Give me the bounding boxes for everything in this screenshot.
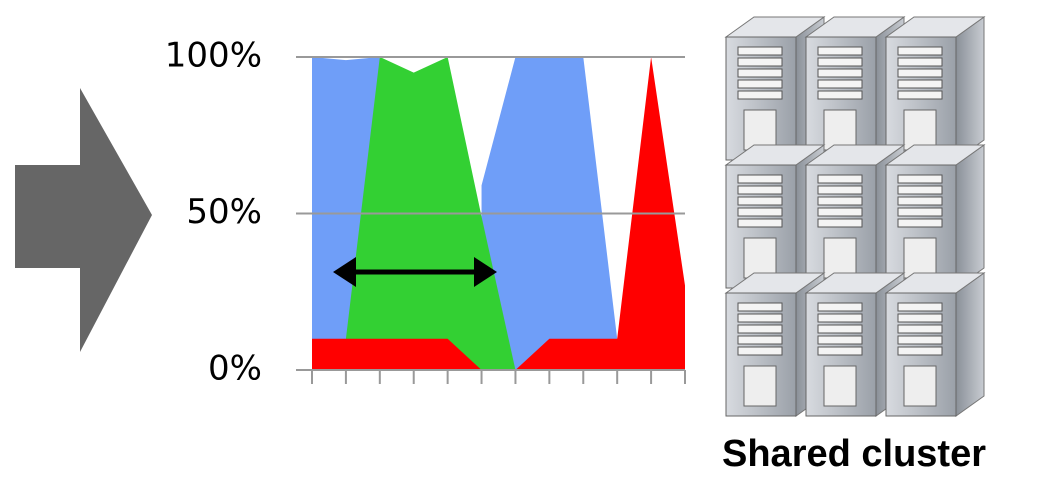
server-bay (898, 175, 942, 183)
server-bay (818, 47, 862, 55)
big-arrow (15, 88, 152, 352)
plot: 0% 50% 100% (165, 36, 685, 389)
server-bay (738, 175, 782, 183)
y-tick-label: 50% (186, 192, 262, 232)
server-bay (898, 91, 942, 99)
server-vent (904, 110, 936, 150)
server-vent (824, 366, 856, 406)
server-bay (898, 336, 942, 344)
server-bay (898, 197, 942, 205)
server-vent (824, 238, 856, 278)
server-bay (898, 347, 942, 355)
server-bay (898, 80, 942, 88)
server-bay (738, 186, 782, 194)
server-bay (818, 219, 862, 227)
server-bay (898, 219, 942, 227)
slide: 0% 50% 100% Shared cluster (0, 0, 1046, 481)
server-bay (738, 91, 782, 99)
server-vent (904, 366, 936, 406)
server-side (956, 273, 984, 416)
server-bay (818, 91, 862, 99)
server-bay (898, 325, 942, 333)
server-bay (738, 47, 782, 55)
caption: Shared cluster (722, 433, 986, 475)
server-side (956, 145, 984, 288)
server-bay (818, 69, 862, 77)
server-bay (898, 314, 942, 322)
server-vent (744, 110, 776, 150)
server-bay (738, 58, 782, 66)
server-bay (738, 303, 782, 311)
server-vent (744, 366, 776, 406)
y-tick-label: 100% (165, 36, 262, 76)
server-bay (738, 314, 782, 322)
server-bay (898, 58, 942, 66)
server-bay (818, 80, 862, 88)
server-bay (738, 336, 782, 344)
server-bay (818, 175, 862, 183)
server-vent (824, 110, 856, 150)
server-bay (738, 325, 782, 333)
server-bay (818, 336, 862, 344)
server-bay (898, 69, 942, 77)
server-bay (898, 303, 942, 311)
server-bay (738, 197, 782, 205)
server-side (956, 17, 984, 160)
server-bay (898, 208, 942, 216)
server-bay (818, 325, 862, 333)
server-bay (818, 347, 862, 355)
server-vent (744, 238, 776, 278)
server-bay (738, 347, 782, 355)
server-bay (898, 47, 942, 55)
server-bay (818, 58, 862, 66)
y-tick-label: 0% (208, 349, 262, 389)
server-bay (738, 219, 782, 227)
server-bay (738, 69, 782, 77)
server-bay (738, 80, 782, 88)
server-bay (818, 186, 862, 194)
server-bay (738, 208, 782, 216)
server-bay (898, 186, 942, 194)
server-vent (904, 238, 936, 278)
server-bay (818, 208, 862, 216)
server-bay (818, 303, 862, 311)
server-bay (818, 314, 862, 322)
server-cluster (726, 17, 984, 416)
server-bay (818, 197, 862, 205)
